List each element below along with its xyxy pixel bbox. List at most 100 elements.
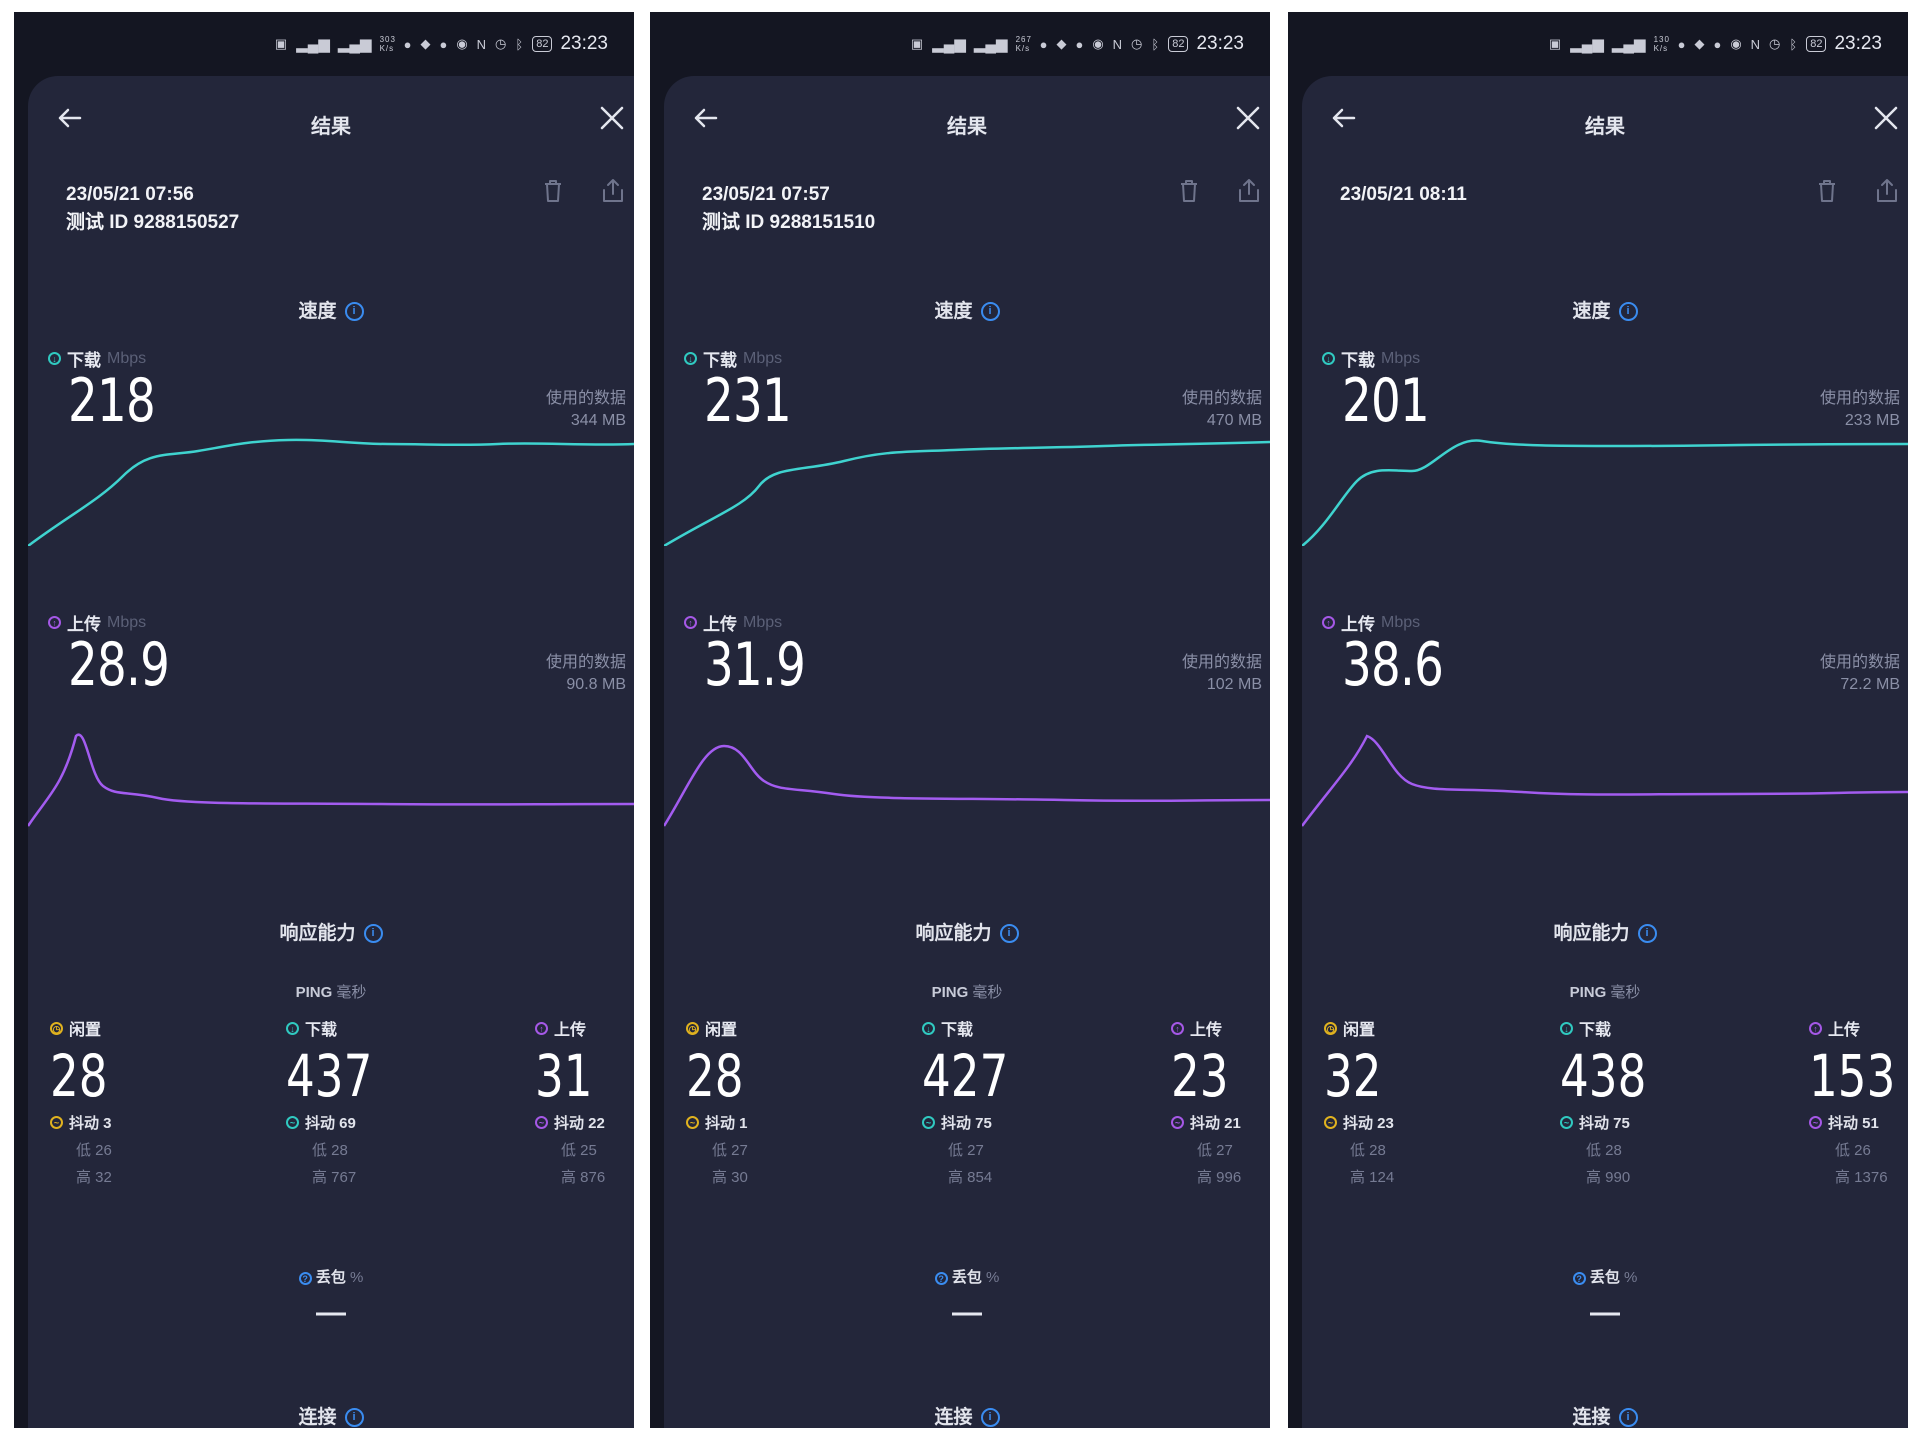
ping-title: PING <box>931 984 969 1001</box>
speed-title: 速度 <box>298 301 337 322</box>
ping-download-jitter: 抖动 75 <box>1579 1115 1630 1132</box>
ping-download-high: 高 854 <box>948 1169 993 1186</box>
ping-idle: ◷ 闲置 28 ~ 抖动 3 低 26 高 32 <box>50 1016 200 1187</box>
close-icon[interactable] <box>1228 98 1268 138</box>
upload-unit: Mbps <box>743 613 783 631</box>
upload-icon: ↑ <box>1322 616 1335 629</box>
info-icon[interactable]: i <box>344 302 364 322</box>
battery-icon: 82 <box>1168 36 1189 52</box>
info-icon[interactable]: i <box>1618 302 1638 322</box>
download-speed-graph <box>28 438 634 546</box>
download-data-used: 使用的数据 470 MB <box>1182 388 1262 432</box>
info-icon[interactable]: i <box>344 1408 364 1428</box>
alarm-icon: ◷ <box>1131 36 1144 51</box>
packet-loss-unit: % <box>986 1269 1000 1286</box>
upload-speed-graph <box>1302 734 1908 827</box>
test-datetime: 23/05/21 08:11 <box>1340 184 1467 205</box>
test-id: 测试 ID 9288150527 <box>66 212 240 233</box>
ping-idle-value: 28 <box>50 1042 108 1110</box>
info-icon[interactable]: i <box>363 924 383 944</box>
clock: 23:23 <box>1196 33 1244 54</box>
upload-speed-value: 28.9 <box>68 630 170 700</box>
download-label: ↓ 下载 Mbps <box>684 346 782 371</box>
connection-title: 连接 <box>934 1407 973 1428</box>
speed-section-title: 速度 i <box>28 296 634 323</box>
jitter-icon: ~ <box>1809 1116 1822 1129</box>
share-icon[interactable] <box>1872 176 1902 206</box>
upload-label: ↑ 上传 Mbps <box>1322 610 1420 635</box>
signal-icon: ▂▄▆ <box>1611 36 1646 53</box>
signal-icon: ▂▄▆ <box>337 36 372 53</box>
result-card: 结果 23/05/21 07:56 测试 ID 9288150527 速度 i ↓… <box>28 76 634 1428</box>
upload-label-text: 上传 <box>67 615 101 634</box>
ping-idle-low: 低 27 <box>712 1142 748 1159</box>
packet-loss-value: — <box>952 1296 982 1329</box>
back-arrow-icon[interactable] <box>686 98 726 138</box>
responsiveness-section-title: 响应能力 i <box>664 918 1270 945</box>
idle-icon: ◷ <box>50 1021 63 1035</box>
ping-unit: 毫秒 <box>972 984 1003 1001</box>
clock: 23:23 <box>560 33 608 54</box>
share-icon[interactable] <box>598 176 628 206</box>
back-arrow-icon[interactable] <box>50 98 90 138</box>
connection-title: 连接 <box>298 1407 337 1428</box>
status-bar: ▣ ▂▄▆ ▂▄▆ 130 K/s ● ◆ ● ◉ N ◷ ᛒ 82 23:23 <box>1288 12 1908 76</box>
trash-icon[interactable] <box>1174 176 1204 206</box>
upload-icon: ↑ <box>535 1021 548 1035</box>
signal-icon: ▂▄▆ <box>973 36 1008 53</box>
ping-idle: ◷ 闲置 28 ~ 抖动 1 低 27 高 30 <box>686 1016 836 1187</box>
result-card: 结果 23/05/21 08:11 速度 i ↓ 下载 Mbps 201 使用的数… <box>1302 76 1908 1428</box>
data-used-value: 90.8 MB <box>566 676 626 693</box>
ping-idle-label: 闲置 <box>69 1022 102 1039</box>
packet-loss-unit: % <box>350 1269 364 1286</box>
speed-title: 速度 <box>1572 301 1611 322</box>
ping-download-low: 低 27 <box>948 1142 984 1159</box>
info-icon[interactable]: i <box>1618 1408 1638 1428</box>
ping-idle-value: 28 <box>686 1042 744 1110</box>
download-label-text: 下载 <box>703 351 737 370</box>
responsiveness-title: 响应能力 <box>279 923 356 944</box>
eye-icon: ◉ <box>1730 36 1743 51</box>
back-arrow-icon[interactable] <box>1324 98 1364 138</box>
close-icon[interactable] <box>1866 98 1906 138</box>
signal-icon: ▂▄▆ <box>932 36 966 53</box>
packet-loss-label: ? 丢包 % <box>28 1266 634 1287</box>
share-icon[interactable] <box>1234 176 1264 206</box>
trash-icon[interactable] <box>538 176 568 206</box>
result-card: 结果 23/05/21 07:57 测试 ID 9288151510 速度 i ↓… <box>664 76 1270 1428</box>
ping-upload-value: 153 <box>1809 1042 1896 1110</box>
battery-icon: 82 <box>1806 36 1827 52</box>
upload-label: ↑ 上传 Mbps <box>684 610 782 635</box>
packet-loss-unit: % <box>1624 1269 1638 1286</box>
download-speed-value: 218 <box>68 366 156 436</box>
page-title: 结果 <box>1585 116 1625 138</box>
page-title: 结果 <box>311 116 351 138</box>
data-used-label: 使用的数据 <box>1181 654 1262 671</box>
download-label-text: 下载 <box>67 351 101 370</box>
download-icon: ↓ <box>286 1021 299 1035</box>
wechat-icon: ● <box>439 36 449 52</box>
info-icon[interactable]: i <box>980 302 1000 322</box>
ping-download-value: 437 <box>286 1042 373 1110</box>
ping-download-high: 高 990 <box>1586 1169 1631 1186</box>
ping-unit: 毫秒 <box>1610 984 1641 1001</box>
upload-data-used: 使用的数据 90.8 MB <box>546 652 626 696</box>
info-icon[interactable]: i <box>999 924 1019 944</box>
ping-heading: PING 毫秒 <box>664 981 1270 1002</box>
close-icon[interactable] <box>592 98 632 138</box>
info-icon[interactable]: i <box>1637 924 1657 944</box>
ping-download: ↓ 下载 427 ~ 抖动 75 低 27 高 854 <box>922 1016 1072 1187</box>
info-icon[interactable]: i <box>980 1408 1000 1428</box>
ping-idle-jitter: 抖动 1 <box>705 1115 748 1132</box>
shield-icon: ◆ <box>420 36 432 51</box>
download-speed-value: 201 <box>1342 366 1430 436</box>
data-used-label: 使用的数据 <box>1181 390 1262 407</box>
eye-icon: ◉ <box>1092 36 1105 51</box>
upload-icon: ↑ <box>48 616 61 629</box>
data-used-value: 233 MB <box>1844 412 1900 429</box>
ping-upload-label: 上传 <box>554 1022 587 1039</box>
ping-upload-value: 23 <box>1171 1042 1229 1110</box>
status-bar: ▣ ▂▄▆ ▂▄▆ 267 K/s ● ◆ ● ◉ N ◷ ᛒ 82 23:23 <box>650 12 1270 76</box>
trash-icon[interactable] <box>1812 176 1842 206</box>
shield-icon: ◆ <box>1056 36 1068 51</box>
